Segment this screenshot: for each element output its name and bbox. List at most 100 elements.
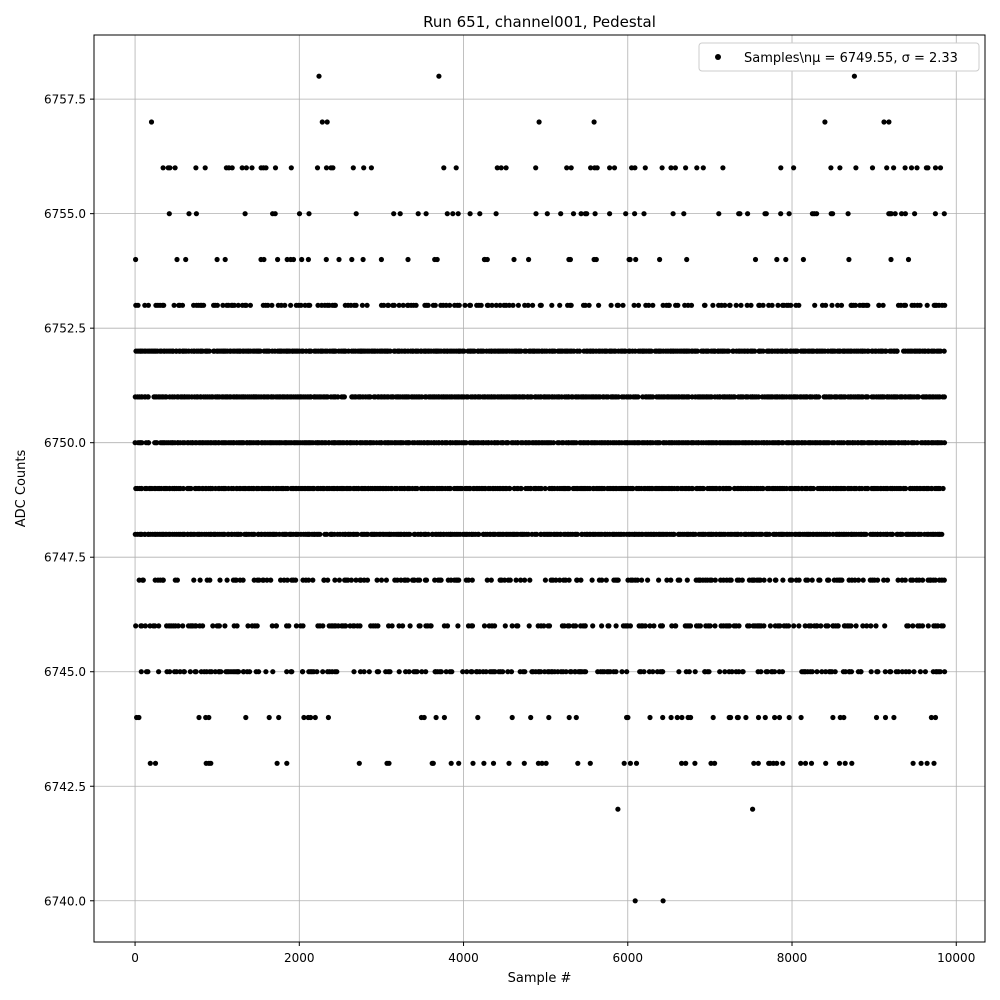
data-point bbox=[405, 256, 411, 263]
data-point bbox=[624, 669, 630, 675]
data-point bbox=[568, 165, 574, 171]
data-point bbox=[566, 714, 572, 721]
data-point bbox=[647, 714, 653, 721]
data-point bbox=[288, 165, 294, 171]
data-point bbox=[873, 623, 879, 629]
data-point bbox=[761, 577, 767, 583]
data-point bbox=[882, 623, 888, 629]
data-point bbox=[818, 623, 824, 629]
data-point bbox=[518, 485, 524, 492]
data-point bbox=[635, 394, 641, 400]
data-point bbox=[332, 302, 338, 308]
data-point bbox=[494, 165, 500, 171]
data-point bbox=[282, 302, 288, 308]
data-point bbox=[855, 577, 862, 583]
data-point bbox=[891, 714, 897, 721]
data-point bbox=[349, 256, 355, 263]
data-point bbox=[493, 211, 499, 217]
data-point bbox=[188, 485, 194, 492]
data-point bbox=[627, 623, 634, 629]
data-point bbox=[842, 669, 849, 675]
data-point bbox=[767, 577, 773, 583]
data-point bbox=[837, 165, 843, 171]
data-point bbox=[700, 165, 706, 171]
data-point bbox=[573, 714, 579, 721]
data-point bbox=[450, 211, 456, 217]
data-point bbox=[574, 577, 580, 583]
data-point bbox=[835, 302, 841, 308]
data-point bbox=[563, 669, 569, 675]
data-point bbox=[456, 302, 462, 308]
data-point bbox=[286, 623, 292, 629]
data-point bbox=[214, 302, 220, 308]
data-point bbox=[899, 211, 905, 217]
data-point bbox=[375, 623, 381, 629]
x-tick-label: 8000 bbox=[777, 951, 808, 965]
data-point bbox=[539, 760, 545, 766]
data-point bbox=[423, 669, 429, 675]
data-point bbox=[868, 623, 874, 629]
data-point bbox=[490, 760, 497, 766]
data-point bbox=[511, 256, 517, 263]
data-point bbox=[902, 577, 908, 583]
data-point bbox=[368, 165, 374, 171]
data-point bbox=[776, 714, 783, 721]
data-point bbox=[641, 211, 647, 217]
data-point bbox=[582, 302, 588, 308]
data-point bbox=[270, 669, 276, 675]
data-point bbox=[848, 623, 854, 629]
data-point bbox=[353, 211, 359, 217]
y-tick-label: 6745.0 bbox=[44, 665, 86, 679]
data-point bbox=[378, 256, 384, 263]
data-point bbox=[136, 714, 142, 721]
data-point bbox=[942, 669, 948, 675]
plot-frame bbox=[93, 34, 986, 943]
data-point bbox=[147, 760, 153, 766]
y-tick-label: 6742.5 bbox=[44, 780, 86, 794]
data-point bbox=[528, 394, 535, 400]
data-point bbox=[263, 669, 269, 675]
data-point bbox=[557, 577, 563, 583]
data-point bbox=[266, 714, 272, 721]
data-point bbox=[577, 348, 583, 354]
data-point bbox=[759, 531, 765, 537]
data-point bbox=[180, 623, 186, 629]
data-point bbox=[740, 669, 746, 675]
data-point bbox=[788, 302, 794, 308]
data-point bbox=[675, 302, 681, 308]
data-point bbox=[492, 623, 498, 629]
legend: Samples\nμ = 6749.55, σ = 2.33 bbox=[698, 42, 980, 72]
data-point bbox=[464, 669, 470, 675]
data-point bbox=[561, 623, 567, 629]
data-point bbox=[881, 577, 887, 583]
data-point bbox=[791, 165, 797, 171]
data-point bbox=[353, 302, 359, 308]
data-point bbox=[780, 760, 786, 766]
data-point bbox=[243, 165, 249, 171]
data-point bbox=[407, 623, 413, 629]
data-point bbox=[202, 165, 208, 171]
data-point bbox=[660, 714, 666, 721]
data-point bbox=[364, 577, 371, 583]
data-point bbox=[775, 302, 781, 308]
data-point bbox=[200, 623, 206, 629]
data-point bbox=[735, 714, 741, 721]
data-point bbox=[456, 760, 462, 766]
data-point bbox=[615, 394, 622, 400]
data-point bbox=[941, 348, 947, 354]
data-point bbox=[760, 485, 766, 492]
data-point bbox=[239, 165, 245, 171]
data-point bbox=[829, 302, 835, 308]
data-point bbox=[881, 119, 887, 125]
data-point bbox=[920, 577, 926, 583]
data-point bbox=[566, 577, 572, 583]
data-point bbox=[477, 211, 483, 217]
data-point bbox=[679, 714, 685, 721]
data-point bbox=[814, 211, 820, 217]
data-point bbox=[686, 669, 692, 675]
data-point bbox=[263, 165, 269, 171]
data-point bbox=[935, 623, 941, 629]
data-point bbox=[238, 531, 244, 537]
data-point bbox=[139, 623, 145, 629]
data-point bbox=[588, 165, 594, 171]
